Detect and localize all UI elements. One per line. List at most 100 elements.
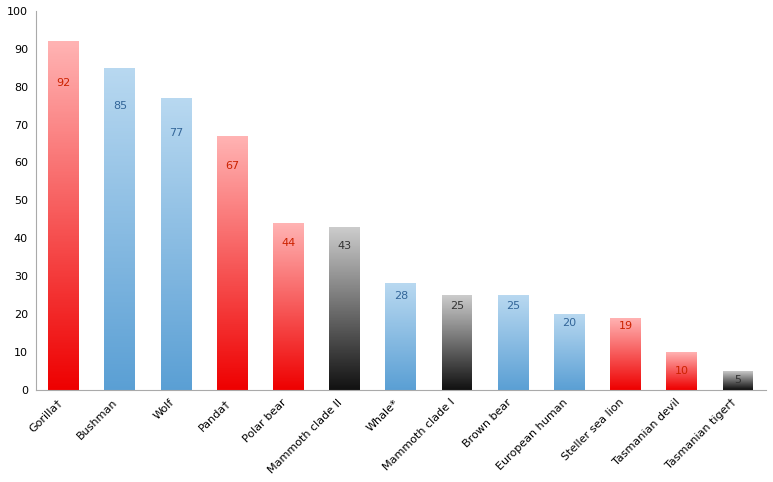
Bar [273,354,304,355]
Bar [216,388,247,389]
Bar [161,222,192,223]
Bar [216,326,247,327]
Bar [104,147,135,148]
Bar [216,266,247,267]
Bar [329,309,360,310]
Bar [273,278,304,279]
Bar [104,134,135,135]
Bar [329,332,360,333]
Bar [216,190,247,191]
Bar [329,388,360,389]
Bar [273,250,304,251]
Bar [161,364,192,365]
Bar [48,287,79,289]
Bar [161,210,192,211]
Bar [104,234,135,235]
Bar [329,385,360,386]
Bar [273,309,304,310]
Bar [216,240,247,241]
Bar [161,107,192,109]
Bar [161,385,192,386]
Bar [48,318,79,319]
Bar [48,139,79,140]
Bar [329,311,360,312]
Bar [273,320,304,321]
Bar [216,157,247,158]
Bar [48,47,79,48]
Bar [104,239,135,241]
Bar [329,283,360,284]
Bar [161,331,192,332]
Bar [48,188,79,190]
Bar [48,107,79,108]
Bar [329,257,360,258]
Bar [216,140,247,141]
Bar [329,278,360,279]
Bar [216,222,247,223]
Bar [48,344,79,346]
Bar [161,264,192,265]
Bar [48,359,79,361]
Bar [216,211,247,212]
Bar [48,165,79,167]
Bar [273,292,304,293]
Bar [216,267,247,268]
Bar [329,266,360,267]
Bar [161,122,192,123]
Bar [161,352,192,354]
Bar [104,114,135,115]
Bar [48,301,79,303]
Bar [104,277,135,278]
Bar [48,229,79,230]
Bar [329,365,360,366]
Bar [48,201,79,202]
Bar [329,371,360,372]
Bar [273,270,304,271]
Bar [104,245,135,246]
Bar [48,278,79,279]
Bar [104,87,135,88]
Bar [104,175,135,176]
Bar [273,331,304,332]
Bar [48,71,79,73]
Bar [273,268,304,269]
Bar [48,237,79,239]
Bar [48,69,79,70]
Bar [161,382,192,383]
Bar [104,293,135,294]
Bar [161,358,192,359]
Bar [216,347,247,348]
Bar [48,67,79,68]
Bar [48,41,79,42]
Bar [329,310,360,311]
Bar [161,261,192,262]
Bar [48,187,79,188]
Bar [48,200,79,201]
Bar [104,123,135,124]
Bar [161,318,192,319]
Bar [216,141,247,142]
Bar [161,120,192,121]
Bar [273,359,304,360]
Bar [48,286,79,287]
Bar [216,259,247,260]
Bar [329,230,360,231]
Bar [48,80,79,82]
Bar [48,240,79,241]
Bar [273,279,304,280]
Text: 85: 85 [113,101,127,111]
Bar [161,314,192,315]
Bar [104,141,135,142]
Bar [104,348,135,350]
Bar [48,55,79,56]
Bar [104,163,135,164]
Bar [104,309,135,310]
Bar [104,379,135,380]
Bar [48,316,79,318]
Bar [161,365,192,366]
Bar [104,284,135,285]
Bar [273,388,304,389]
Bar [216,181,247,182]
Bar [104,308,135,309]
Bar [48,63,79,65]
